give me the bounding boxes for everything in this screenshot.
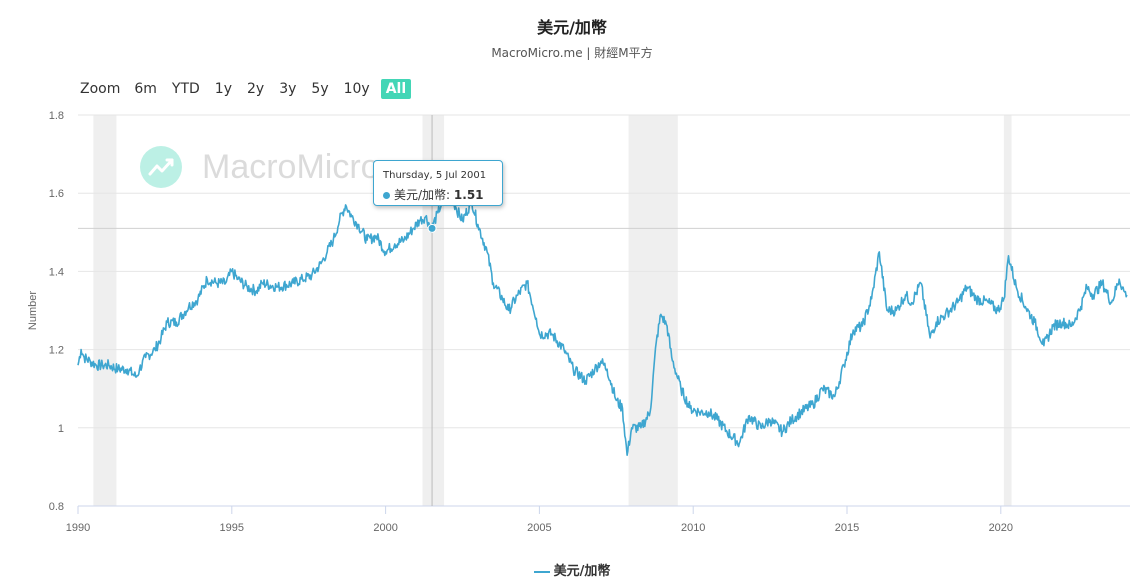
shaded-period-0	[93, 115, 117, 506]
zoom-1y-button[interactable]: 1y	[214, 81, 232, 97]
x-tick-label: 2000	[373, 522, 397, 534]
zoom-3y-button[interactable]: 3y	[279, 81, 297, 97]
shaded-period-3	[1003, 115, 1012, 506]
chart-subtitle: MacroMicro.me | 財經M平方	[491, 46, 653, 60]
x-tick-label: 2005	[527, 522, 551, 534]
chart-title: 美元/加幣	[537, 18, 607, 37]
zoom-5y-button[interactable]: 5y	[311, 81, 329, 97]
x-tick-label: 1990	[66, 522, 90, 534]
y-tick-label: 1.4	[49, 266, 64, 278]
zoom-selector: Zoom 6m YTD 1y 2y 3y 5y 10y All	[80, 78, 418, 100]
x-tick-label: 2010	[681, 522, 705, 534]
x-tick-label: 2015	[835, 522, 859, 534]
y-tick-label: 1.2	[49, 345, 64, 357]
y-axis-label: Number	[27, 291, 39, 330]
y-tick-label: 1.6	[49, 188, 64, 200]
tooltip-date: Thursday, 5 Jul 2001	[383, 170, 487, 181]
x-tick-label: 1995	[220, 522, 244, 534]
shaded-period-2	[628, 115, 678, 506]
legend-label[interactable]: 美元/加幣	[553, 564, 611, 579]
y-tick-label: 1.8	[49, 110, 64, 122]
tooltip-row: 美元/加幣: 1.51	[383, 186, 484, 203]
legend-line-icon	[533, 570, 550, 573]
zoom-6m-button[interactable]: 6m	[134, 81, 157, 97]
series-line-usd-cad	[77, 190, 1128, 456]
zoom-10y-button[interactable]: 10y	[343, 81, 370, 97]
legend[interactable]: 美元/加幣	[0, 560, 1144, 579]
tooltip-value: 1.51	[453, 188, 484, 202]
watermark-text: MacroMicro	[202, 147, 380, 186]
watermark: MacroMicro	[140, 146, 380, 188]
tooltip-series-name: 美元/加幣	[394, 188, 447, 202]
series-dot-icon	[383, 192, 390, 199]
macromicro-logo-icon	[140, 146, 182, 188]
y-tick-label: 1	[58, 423, 64, 435]
zoom-ytd-button[interactable]: YTD	[171, 81, 200, 97]
x-tick-label: 2020	[989, 522, 1013, 534]
y-tick-label: 0.8	[49, 501, 64, 513]
hover-point	[427, 223, 437, 233]
data-tooltip: Thursday, 5 Jul 2001 美元/加幣: 1.51	[373, 160, 503, 206]
zoom-label: Zoom	[80, 81, 121, 97]
zoom-2y-button[interactable]: 2y	[247, 81, 265, 97]
zoom-all-button[interactable]: All	[380, 79, 412, 99]
